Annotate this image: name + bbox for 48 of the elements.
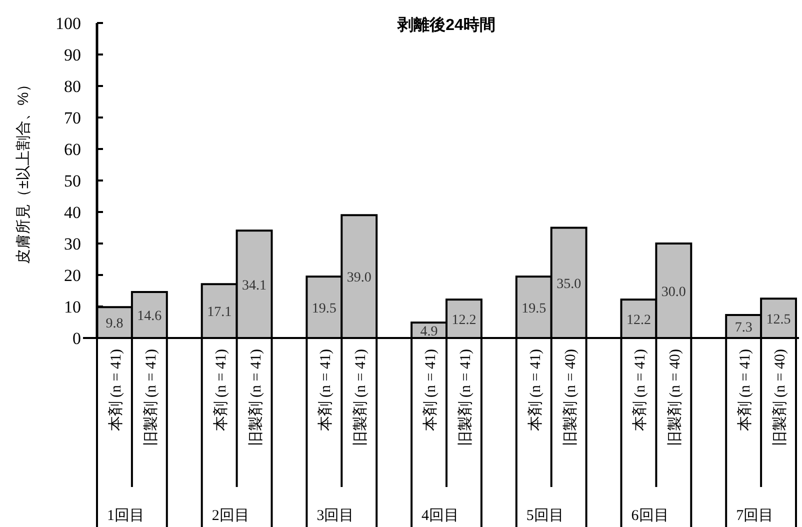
y-tick-label: 50 bbox=[64, 172, 81, 190]
x-tick-label: 本剤 (n = 41) bbox=[212, 349, 230, 432]
x-tick-label: 本剤 (n = 41) bbox=[422, 349, 440, 432]
y-tick-label: 0 bbox=[72, 329, 81, 348]
text: 6回目 bbox=[631, 508, 669, 524]
data-label: 35.0 bbox=[556, 276, 582, 292]
text: 2回目 bbox=[212, 508, 250, 524]
y-tick-label: 30 bbox=[64, 234, 81, 254]
y-tick-label: 70 bbox=[64, 108, 81, 128]
data-label: 34.1 bbox=[242, 278, 267, 294]
x-tick-label: 本剤 (n = 41) bbox=[526, 349, 544, 432]
x-tick-label: 本剤 (n = 41) bbox=[736, 349, 754, 432]
data-label: 14.6 bbox=[137, 309, 162, 324]
x-tick-label: 旧製剤 (n = 40) bbox=[772, 349, 789, 446]
x-tick-label: 本剤 (n = 41) bbox=[632, 349, 649, 432]
x-tick-label: 旧製剤 (n = 40) bbox=[666, 349, 684, 446]
y-tick-label: 100 bbox=[56, 14, 81, 33]
text: 3回目 bbox=[316, 508, 354, 524]
data-label: 19.5 bbox=[312, 301, 336, 316]
y-tick-label: 80 bbox=[64, 77, 81, 96]
x-tick-label: 旧製剤 (n = 40) bbox=[562, 349, 579, 446]
x-tick-label: 本剤 (n = 41) bbox=[107, 349, 124, 432]
text: 4回目 bbox=[422, 508, 460, 524]
y-tick-label: 40 bbox=[64, 203, 81, 222]
data-label: 4.9 bbox=[420, 324, 438, 340]
data-label: 17.1 bbox=[207, 305, 232, 320]
data-label: 9.8 bbox=[106, 316, 124, 332]
text: 5回目 bbox=[526, 508, 564, 524]
y-tick-label: 90 bbox=[64, 46, 81, 64]
data-label: 39.0 bbox=[346, 270, 372, 286]
x-tick-label: 旧製剤 (n = 41) bbox=[142, 349, 160, 446]
x-tick-label: 旧製剤 (n = 41) bbox=[352, 349, 370, 446]
data-label: 12.2 bbox=[452, 312, 476, 328]
y-tick-label: 10 bbox=[64, 298, 81, 316]
data-label: 12.2 bbox=[626, 312, 651, 328]
data-label: 19.5 bbox=[522, 301, 546, 316]
y-tick-label: 60 bbox=[64, 140, 81, 159]
x-tick-label: 旧製剤 (n = 41) bbox=[456, 349, 474, 446]
text: 1回目 bbox=[107, 508, 144, 524]
text: 7回目 bbox=[736, 508, 774, 524]
data-label: 12.5 bbox=[766, 312, 791, 328]
data-label: 30.0 bbox=[661, 284, 686, 300]
y-axis-title: 皮膚所見（±以上割合、%） bbox=[15, 77, 32, 264]
x-tick-label: 旧製剤 (n = 41) bbox=[247, 349, 264, 446]
y-tick-label: 20 bbox=[64, 266, 81, 285]
x-tick-label: 本剤 (n = 41) bbox=[317, 349, 334, 432]
data-label: 7.3 bbox=[734, 320, 752, 336]
chart-title: 剥離後24時間 bbox=[396, 16, 496, 34]
